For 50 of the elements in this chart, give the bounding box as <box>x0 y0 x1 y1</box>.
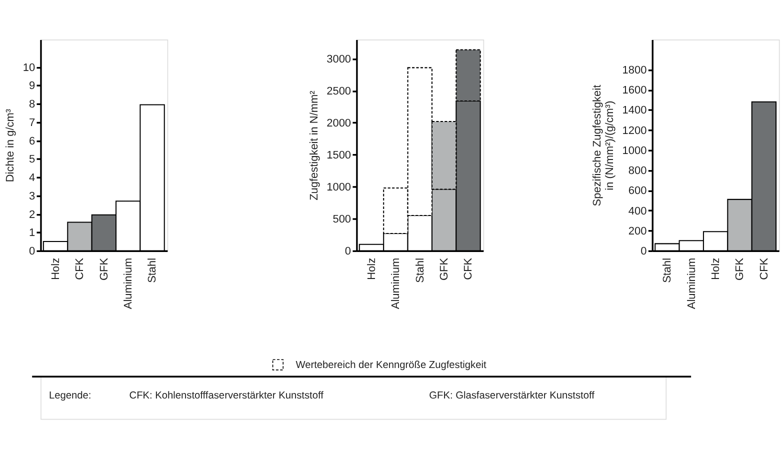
text: Legende: <box>49 390 92 402</box>
text: CFK: Kohlenstofffaserverstärkter Kunststoff <box>129 390 324 402</box>
x-tick-label: Holz <box>366 258 378 280</box>
y-tick-label: 1200 <box>622 124 647 137</box>
y-tick-label: 1500 <box>326 150 352 162</box>
x-tick-label: Stahl <box>146 258 159 283</box>
y-tick-label: 800 <box>628 165 647 178</box>
y-tick-label: 1600 <box>622 84 647 97</box>
x-tick-label: GFK <box>98 257 110 280</box>
y-tick-label: 200 <box>628 225 647 238</box>
y-axis-title: Dichte in g/cm³ <box>4 108 17 182</box>
y-tick-label: 0 <box>28 246 36 258</box>
x-tick-label: CFK <box>462 257 475 280</box>
y-tick-label: 400 <box>628 205 647 218</box>
y-axis-title: Spezifische Zugfestigkeit in (N/mm²)/(g/cm³) <box>591 84 616 206</box>
legend-label: Wertebereich der Kenngröße Zugfestigkeit <box>296 360 486 372</box>
y-tick-label: 9 <box>28 80 36 92</box>
y-tick-label: 2 <box>28 208 36 221</box>
x-tick-label: Aluminium <box>122 258 134 310</box>
y-tick-label: 1000 <box>622 144 647 157</box>
x-tick-label: CFK <box>74 257 86 280</box>
y-tick-label: 1 <box>28 227 36 240</box>
x-tick-label: CFK <box>758 257 770 280</box>
y-tick-label: 6 <box>28 135 36 148</box>
x-tick-label: Aluminium <box>390 258 402 310</box>
y-tick-label: 600 <box>628 185 647 198</box>
y-tick-label: 3 <box>28 190 36 202</box>
y-tick-label: 1800 <box>622 64 647 76</box>
x-tick-label: Stahl <box>662 258 674 283</box>
x-tick-label: GFK <box>734 257 746 280</box>
y-tick-label: 0 <box>640 246 647 258</box>
y-tick-label: 1000 <box>326 182 352 194</box>
y-tick-label: 5 <box>28 154 36 166</box>
x-tick-label: GFK <box>438 257 450 280</box>
y-tick-label: 2000 <box>326 118 352 130</box>
y-tick-label: 0 <box>344 246 352 258</box>
y-tick-label: 4 <box>28 172 36 184</box>
x-tick-label: Holz <box>710 258 722 280</box>
y-tick-label: 500 <box>332 214 352 226</box>
y-tick-label: 7 <box>28 116 36 129</box>
y-tick-label: 1400 <box>622 104 647 117</box>
y-tick-label: 3000 <box>326 54 352 66</box>
y-tick-label: 10 <box>22 62 36 74</box>
x-tick-label: Stahl <box>414 258 426 283</box>
x-tick-label: Holz <box>50 258 62 280</box>
x-tick-label: Aluminium <box>686 258 698 310</box>
text: GFK: Glasfaserverstärkter Kunststoff <box>429 390 595 402</box>
y-axis-title: Zugfestigkeit in N/mm² <box>308 90 320 200</box>
y-tick-label: 2500 <box>326 86 352 98</box>
y-tick-label: 8 <box>28 98 36 111</box>
